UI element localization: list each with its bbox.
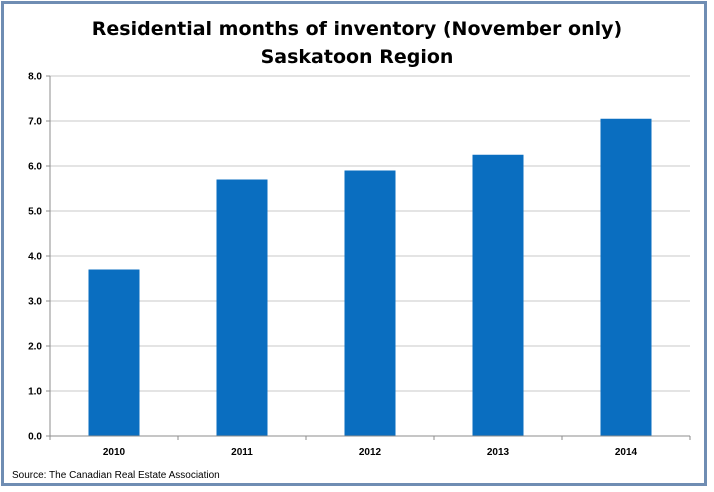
x-tick-label: 2010 <box>103 447 126 458</box>
tick-labels: 0.0 1.0 2.0 3.0 4.0 5.0 6.0 7.0 8.0 2010 2011 2012 2… <box>28 72 637 459</box>
bars <box>88 118 652 436</box>
chart-subtitle: Saskatoon Region <box>260 46 454 68</box>
x-tick-label: 2014 <box>615 447 638 458</box>
x-tick-label: 2013 <box>487 447 510 458</box>
bar-2013 <box>472 154 524 436</box>
bar-2012 <box>344 170 396 436</box>
chart-title: Residential months of inventory (Novembe… <box>91 18 623 40</box>
y-tick-label: 6.0 <box>28 162 42 173</box>
y-tick-label: 7.0 <box>28 117 42 128</box>
y-tick-label: 3.0 <box>28 297 42 308</box>
bar-2010 <box>88 269 140 436</box>
y-tick-label: 8.0 <box>28 72 42 83</box>
y-tick-label: 0.0 <box>28 432 42 443</box>
x-tick-label: 2012 <box>359 447 382 458</box>
x-tick-label: 2011 <box>231 447 253 458</box>
y-tick-label: 4.0 <box>28 252 42 263</box>
source-note: Source: The Canadian Real Estate Associa… <box>12 470 220 481</box>
y-tick-label: 1.0 <box>28 387 42 398</box>
y-tick-label: 2.0 <box>28 342 42 353</box>
bar-2011 <box>216 179 268 436</box>
axes <box>46 75 691 440</box>
bar-2014 <box>600 118 652 436</box>
y-tick-label: 5.0 <box>28 207 42 218</box>
